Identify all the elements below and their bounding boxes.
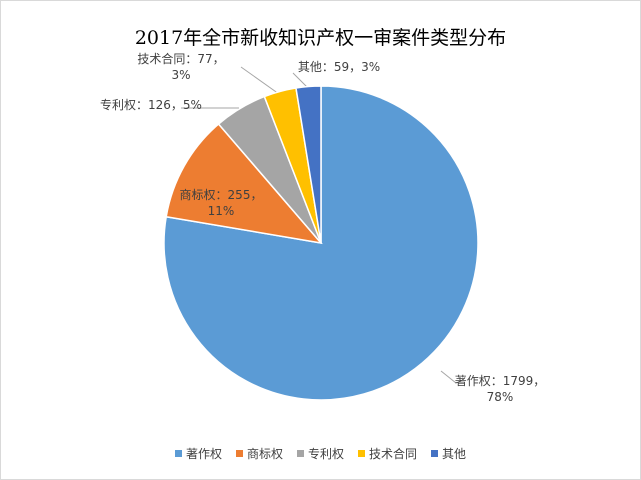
legend-label: 其他 [442,447,467,461]
data-label: 专利权：126，5% [100,98,202,112]
data-label: 著作权：1799，78% [454,374,546,404]
legend-swatch [174,450,182,457]
legend-item: 商标权 [235,445,283,462]
legend-item: 其他 [431,445,466,462]
legend-label: 技术合同 [369,447,418,461]
leader-line [240,66,280,95]
legend-label: 著作权 [185,447,222,461]
legend: 著作权 商标权 专利权 技术合同 其他 [1,445,640,462]
leader-line [440,370,457,384]
pie-slice [165,122,323,245]
legend-label: 专利权 [307,447,344,461]
data-label: 商标权：255，11% [179,188,263,218]
legend-swatch [431,450,439,457]
legend-swatch [296,450,304,457]
legend-label: 商标权 [246,447,283,461]
legend-item: 著作权 [174,445,222,462]
legend-swatch [358,450,365,457]
legend-item: 技术合同 [358,445,417,462]
chart-title: 2017年全市新收知识产权一审案件类型分布 [134,27,507,49]
data-label: 技术合同：77，3% [137,52,225,82]
legend-item: 专利权 [296,445,344,462]
legend-swatch [235,450,243,457]
pie-slice [295,85,322,244]
data-label: 其他：59，3% [297,60,381,74]
